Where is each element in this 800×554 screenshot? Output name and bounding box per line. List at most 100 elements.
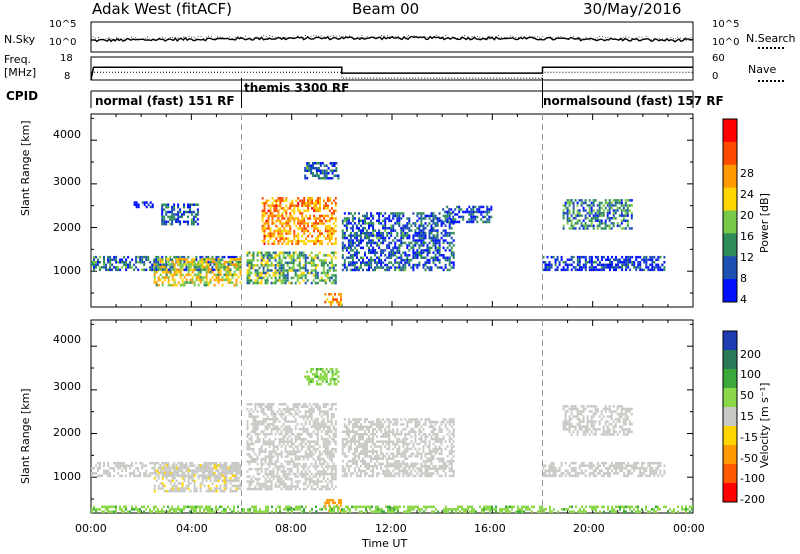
velocity-cell [310,412,313,416]
power-cell [325,164,328,167]
power-cell [548,261,551,264]
velocity-cell [260,420,263,423]
velocity-cell [193,474,196,477]
power-cb-tick-4: 12 [740,251,754,264]
velocity-cell [103,472,105,475]
velocity-cell [314,417,317,421]
power-cell [349,249,352,252]
power-cell [414,231,417,235]
power-cell [282,264,285,267]
power-cell [624,227,627,230]
power-cell [629,261,632,264]
velocity-cell [390,420,393,424]
velocity-cell [262,485,265,488]
velocity-cell [396,418,399,421]
power-cell [287,239,290,243]
power-cell [271,214,274,218]
velocity-cell [394,442,397,446]
power-cell [111,263,114,267]
power-cell [239,263,242,266]
velocity-cell [316,440,319,443]
velocity-cell [248,480,251,483]
velocity-cell [355,447,358,451]
power-cell [464,210,467,214]
velocity-cell [374,455,377,458]
velocity-cell [406,462,409,465]
power-cell [256,276,259,280]
velocity-cell [308,455,311,458]
velocity-cell [330,480,333,483]
power-cell [422,229,425,232]
velocity-cell [347,460,350,463]
power-cell [320,279,323,282]
power-cell [315,224,317,228]
power-cell [313,207,316,210]
velocity-cell [306,427,309,431]
power-cell [420,231,423,235]
velocity-cell [157,487,160,490]
velocity-cell [406,474,409,478]
velocity-cell [239,464,242,467]
power-cell [626,224,629,228]
power-cell [388,251,391,254]
power-cell [376,256,379,259]
power-cell [295,234,298,238]
velocity-cell [322,472,325,476]
power-cell [374,266,377,269]
power-cell [215,276,218,279]
power-cell [313,202,316,205]
power-cell [360,241,362,245]
vel-cb-tick-7: -200 [740,493,765,506]
power-cell [626,219,629,222]
power-cell [290,276,293,280]
velocity-cell [296,475,299,478]
power-cell [434,229,437,232]
power-cell [277,199,280,202]
power-cell [143,261,146,264]
power-cell [358,268,360,272]
power-cell [620,219,623,222]
power-cell [199,281,202,284]
power-cell [580,222,583,225]
power-cell [334,269,337,272]
velocity-cell [304,472,307,476]
velocity-cell [396,437,399,441]
power-cell [329,169,332,172]
velocity-cell [355,455,358,458]
power-cell [566,219,569,222]
velocity-cell [141,467,144,470]
power-cell [580,224,583,228]
velocity-cell [360,418,362,421]
velocity-cell [280,437,283,441]
power-cell [562,266,565,269]
power-cell [332,269,335,272]
power-cell [454,220,457,224]
power-cell [153,271,156,274]
power-cell [286,271,289,275]
velocity-cell [248,482,251,486]
power-cell [339,303,342,306]
power-cell [406,224,409,227]
power-cell [566,206,569,210]
velocity-cell [310,480,313,483]
velocity-cell [298,487,301,491]
velocity-cell [274,475,277,478]
velocity-cell [276,455,279,458]
velocity-cell [213,474,216,477]
velocity-cell [314,460,317,463]
power-cell [275,229,278,233]
velocity-cell [398,464,401,468]
velocity-cell [256,415,259,418]
velocity-cell [123,461,126,465]
velocity-cell [345,428,348,431]
power-cell [422,256,425,259]
power-cell [279,214,282,218]
velocity-cell [268,485,271,488]
power-cell [179,220,182,223]
velocity-cell [324,445,327,448]
power-cell [558,263,561,267]
power-ytick-1000: 1000 [53,264,81,277]
velocity-cell [266,408,269,411]
power-cell [310,261,313,265]
velocity-cell [322,422,325,426]
